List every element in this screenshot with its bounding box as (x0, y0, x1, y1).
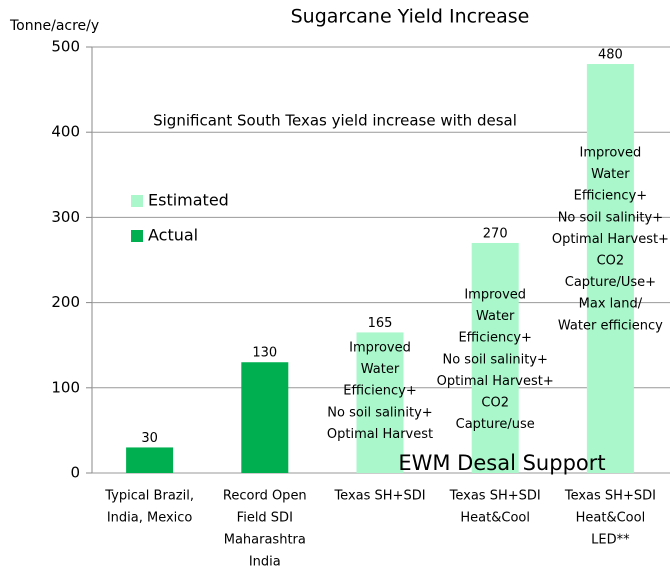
bar-note: Optimal Harvest (327, 427, 433, 442)
legend-label: Actual (148, 226, 198, 245)
x-tick-label: Texas SH+SDI (333, 489, 425, 504)
y-tick-label: 200 (51, 293, 80, 311)
annotation: EWM Desal Support (398, 451, 605, 475)
data-label: 30 (141, 431, 158, 446)
y-tick-label: 0 (70, 464, 80, 482)
y-tick-label: 100 (51, 378, 80, 396)
bar-note: Efficiency+ (458, 331, 532, 346)
x-tick-label: Heat&Cool (576, 511, 646, 526)
data-label: 480 (598, 48, 623, 63)
bar-note: Water (591, 167, 630, 182)
bar (586, 64, 634, 473)
bar (471, 242, 519, 473)
x-tick-label: Texas SH+SDI (449, 489, 541, 504)
bar-note: Improved (464, 288, 526, 303)
x-tick-label: Record Open (223, 489, 307, 504)
bar-note: Optimal Harvest+ (437, 374, 554, 389)
bar-note: Capture/use (456, 417, 535, 432)
chart-title: Sugarcane Yield Increase (291, 6, 530, 28)
bar-note: Water efficiency (558, 318, 663, 333)
data-label: 270 (483, 226, 508, 241)
y-tick-label: 500 (51, 38, 80, 56)
bar-note: Capture/Use+ (565, 275, 656, 290)
x-tick-label: India, Mexico (107, 511, 193, 526)
legend-label: Estimated (148, 191, 229, 210)
bar-note: Optimal Harvest+ (552, 232, 669, 247)
data-label: 130 (252, 346, 277, 361)
x-tick-label: Typical Brazil, (104, 489, 194, 504)
annotation: Significant South Texas yield increase w… (153, 112, 517, 130)
bar-note: Water (476, 309, 515, 324)
y-tick-label: 400 (51, 123, 80, 141)
bar (126, 447, 174, 473)
x-tick-label: Heat&Cool (460, 511, 530, 526)
y-axis-label: Tonne/acre/y (9, 18, 99, 34)
bar-note: Max land/ (579, 297, 643, 312)
bar-note: Efficiency+ (343, 384, 417, 399)
x-tick-label: Field SDI (237, 511, 293, 526)
bar-note: No soil salinity+ (558, 210, 663, 225)
bar (356, 332, 404, 473)
x-tick-label: Texas SH+SDI (564, 489, 656, 504)
bar-note: No soil salinity+ (327, 405, 432, 420)
data-label: 165 (368, 316, 393, 331)
y-tick-label: 300 (51, 208, 80, 226)
bar-note: CO2 (597, 254, 625, 269)
bar-note: Water (361, 362, 400, 377)
bar-note: CO2 (481, 396, 509, 411)
x-tick-label: Maharashtra (224, 533, 306, 548)
x-tick-label: LED** (591, 533, 630, 548)
bar-note: Improved (580, 146, 642, 161)
bar-note: Improved (349, 341, 411, 356)
bar-note: No soil salinity+ (443, 352, 548, 367)
x-tick-label: India (249, 555, 281, 570)
legend-swatch (131, 195, 143, 207)
bar (241, 362, 289, 473)
legend-swatch (131, 230, 143, 242)
bar-note: Efficiency+ (574, 189, 648, 204)
